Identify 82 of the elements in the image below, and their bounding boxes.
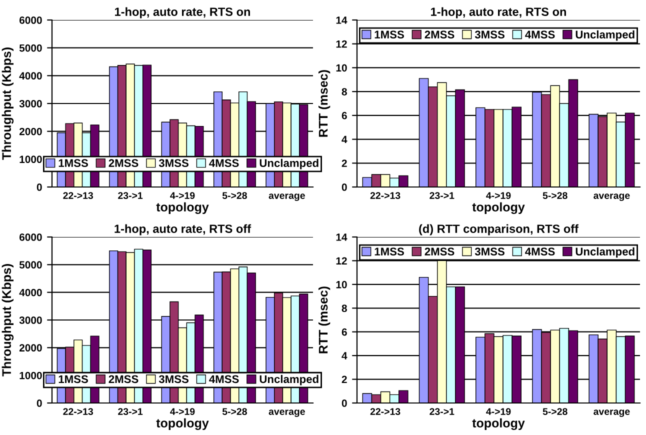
- y-tick-label: 5000: [19, 261, 42, 269]
- x-axis-title: topology: [156, 202, 209, 214]
- y-tick-label: 0: [36, 400, 42, 407]
- y-axis-title: Throughput (Kbps): [2, 264, 14, 376]
- legend-label: 4MSS: [209, 375, 239, 384]
- legend-label: 2MSS: [424, 248, 454, 256]
- legend-label: 3MSS: [474, 248, 504, 256]
- y-tick-label: 6: [342, 328, 347, 336]
- y-tick-label: 0: [342, 184, 347, 191]
- y-tick-label: 0: [342, 400, 347, 407]
- y-tick-label: 2000: [19, 128, 42, 136]
- x-tick-label: 5->28: [222, 408, 247, 415]
- y-tick-label: 14: [336, 16, 348, 24]
- y-tick-label: 14: [336, 234, 348, 241]
- y-axis-title: Throughput (Kbps): [2, 48, 14, 160]
- x-tick-label: average: [594, 410, 630, 417]
- x-tick-label: 23->1: [118, 192, 143, 200]
- x-tick-label: 4->19: [170, 408, 195, 415]
- y-tick-label: 4: [342, 136, 348, 144]
- x-tick-label: 23->1: [430, 192, 454, 200]
- legend-label: 4MSS: [525, 30, 555, 39]
- x-axis-title: topology: [156, 418, 209, 430]
- y-tick-label: 1000: [20, 372, 42, 380]
- y-tick-label: 8: [342, 88, 347, 96]
- y-tick-label: 5000: [19, 44, 42, 52]
- y-tick-label: 2: [342, 160, 347, 167]
- y-tick-label: 4000: [19, 72, 42, 80]
- y-tick-label: 3000: [19, 316, 42, 324]
- legend-label: Unclamped: [260, 374, 318, 386]
- legend-label: 2MSS: [108, 159, 138, 168]
- legend-label: 3MSS: [474, 30, 504, 39]
- x-tick-label: average: [594, 194, 630, 201]
- y-tick-label: 12: [336, 257, 347, 264]
- legend-label: 3MSS: [158, 375, 188, 384]
- y-tick-label: 6000: [19, 234, 42, 241]
- x-tick-label: 22->13: [63, 408, 94, 416]
- chart-title: 1-hop, auto rate, RTS on: [115, 7, 250, 18]
- legend-label: 1MSS: [58, 375, 88, 384]
- x-tick-label: 4->19: [486, 408, 511, 415]
- x-tick-label: 22->13: [370, 192, 400, 200]
- legend-label: 1MSS: [374, 30, 404, 39]
- legend-label: Unclamped: [576, 247, 634, 258]
- y-tick-label: 0: [36, 184, 42, 191]
- x-tick-label: 5->28: [542, 408, 568, 415]
- y-tick-label: 4000: [19, 288, 42, 296]
- x-tick-label: 23->1: [118, 408, 143, 416]
- x-tick-label: 23->1: [430, 408, 454, 416]
- x-tick-label: 4->19: [486, 192, 511, 199]
- legend-label: 1MSS: [374, 248, 404, 256]
- y-tick-label: 1000: [20, 156, 42, 164]
- y-axis-title: RTT (msec): [318, 70, 330, 137]
- legend-label: 4MSS: [525, 248, 555, 256]
- y-tick-label: 12: [336, 40, 347, 48]
- x-axis-title: topology: [472, 202, 525, 214]
- y-tick-label: 10: [336, 280, 347, 288]
- chart-title: 1-hop, auto rate, RTS on: [431, 7, 566, 18]
- x-tick-label: 22->13: [370, 408, 400, 416]
- x-tick-label: 5->28: [542, 192, 568, 199]
- chart-title: 1-hop, auto rate, RTS off: [114, 224, 252, 236]
- y-tick-label: 4: [342, 352, 348, 360]
- x-tick-label: 4->19: [170, 192, 195, 199]
- legend-label: 1MSS: [58, 159, 88, 168]
- legend-label: Unclamped: [576, 30, 634, 41]
- legend-label: 3MSS: [158, 159, 188, 168]
- chart-title: (d) RTT comparison, RTS off: [419, 224, 579, 236]
- x-tick-label: average: [268, 410, 305, 417]
- x-tick-label: average: [268, 194, 305, 201]
- y-tick-label: 10: [336, 64, 347, 72]
- y-tick-label: 3000: [19, 100, 42, 108]
- x-tick-label: 5->28: [222, 192, 247, 199]
- y-tick-label: 2000: [19, 344, 42, 352]
- legend-label: 4MSS: [209, 159, 239, 168]
- legend-label: Unclamped: [260, 158, 318, 170]
- y-tick-label: 6000: [19, 16, 42, 24]
- y-tick-label: 8: [342, 304, 347, 312]
- legend-label: 2MSS: [424, 30, 454, 39]
- y-axis-title: RTT (msec): [318, 286, 330, 354]
- y-tick-label: 6: [342, 112, 347, 120]
- y-tick-label: 2: [342, 376, 347, 384]
- legend-label: 2MSS: [108, 375, 138, 384]
- x-tick-label: 22->13: [63, 192, 94, 200]
- x-axis-title: topology: [472, 418, 525, 430]
